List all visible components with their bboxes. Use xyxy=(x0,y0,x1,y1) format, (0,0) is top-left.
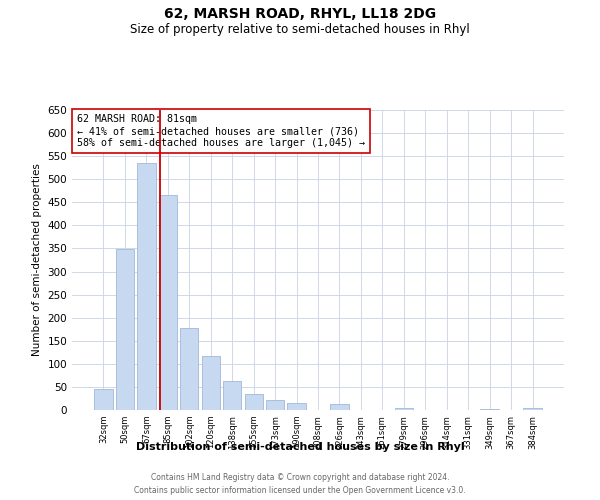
Bar xyxy=(223,382,241,410)
Bar xyxy=(137,163,155,410)
Text: 62 MARSH ROAD: 81sqm
← 41% of semi-detached houses are smaller (736)
58% of semi: 62 MARSH ROAD: 81sqm ← 41% of semi-detac… xyxy=(77,114,365,148)
Bar xyxy=(266,400,284,410)
Bar xyxy=(395,408,413,410)
Text: Distribution of semi-detached houses by size in Rhyl: Distribution of semi-detached houses by … xyxy=(136,442,464,452)
Bar xyxy=(523,408,542,410)
Bar xyxy=(287,402,305,410)
Bar xyxy=(180,328,199,410)
Text: Contains public sector information licensed under the Open Government Licence v3: Contains public sector information licen… xyxy=(134,486,466,495)
Bar xyxy=(245,394,263,410)
Bar xyxy=(159,196,177,410)
Bar xyxy=(202,356,220,410)
Text: Contains HM Land Registry data © Crown copyright and database right 2024.: Contains HM Land Registry data © Crown c… xyxy=(151,472,449,482)
Bar xyxy=(481,409,499,410)
Bar xyxy=(116,250,134,410)
Text: Size of property relative to semi-detached houses in Rhyl: Size of property relative to semi-detach… xyxy=(130,22,470,36)
Y-axis label: Number of semi-detached properties: Number of semi-detached properties xyxy=(32,164,42,356)
Bar xyxy=(331,404,349,410)
Bar xyxy=(94,389,113,410)
Text: 62, MARSH ROAD, RHYL, LL18 2DG: 62, MARSH ROAD, RHYL, LL18 2DG xyxy=(164,8,436,22)
